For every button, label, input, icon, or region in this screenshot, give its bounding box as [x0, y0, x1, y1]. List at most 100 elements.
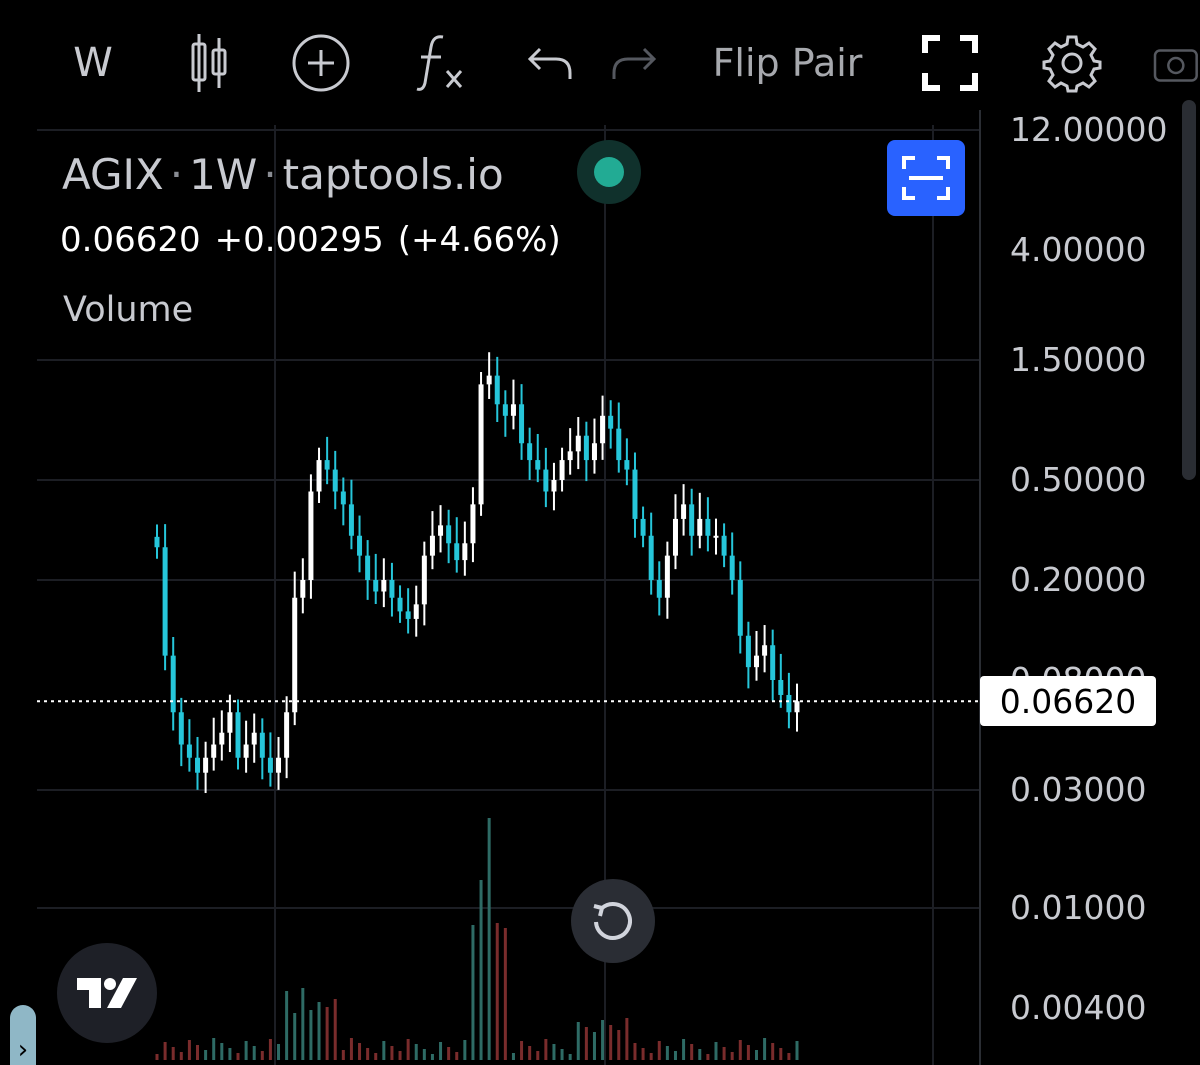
volume-bar [301, 988, 305, 1060]
volume-bar [430, 1054, 434, 1060]
candle-body [276, 757, 282, 773]
candle-body [251, 732, 257, 745]
candle-body [786, 694, 792, 713]
volume-bar [414, 1044, 418, 1060]
volume-bar [584, 1027, 588, 1060]
volume-bar [738, 1040, 742, 1060]
volume-bar [763, 1038, 767, 1060]
candle-body [729, 555, 735, 580]
candle-body [745, 635, 751, 668]
candle-body [154, 536, 160, 548]
candle-body [178, 712, 184, 745]
volume-bars [155, 818, 799, 1060]
interval-button[interactable]: W [73, 40, 113, 86]
candle-body [357, 535, 363, 556]
price-axis-label: 0.01000 [1010, 888, 1147, 927]
candle-body [478, 384, 484, 505]
volume-bar [268, 1039, 272, 1060]
volume-bar [544, 1039, 548, 1060]
volume-bar [698, 1049, 702, 1060]
volume-bar [568, 1054, 572, 1060]
candle-body [195, 757, 201, 773]
volume-bar [536, 1051, 540, 1060]
volume-study-label[interactable]: Volume [63, 290, 194, 330]
candle-body [567, 451, 573, 461]
candle-body [446, 525, 452, 544]
volume-bar [479, 880, 483, 1060]
candle-body [186, 744, 192, 758]
candle-body [243, 744, 249, 758]
candle-body [373, 580, 379, 592]
candle-body [267, 757, 273, 773]
volume-bar [495, 923, 499, 1060]
volume-bar [471, 925, 475, 1060]
price-axis-label: 4.00000 [1010, 230, 1147, 269]
volume-bar [795, 1041, 799, 1060]
volume-bar [163, 1042, 167, 1060]
volume-bar [511, 1053, 515, 1060]
volume-bar [730, 1052, 734, 1060]
redo-icon[interactable] [604, 28, 664, 98]
volume-bar [714, 1042, 718, 1060]
flip-pair-button[interactable]: Flip Pair [712, 41, 863, 85]
change-percent: (+4.66%) [397, 220, 561, 260]
candle-body [486, 375, 492, 385]
tradingview-logo[interactable] [57, 943, 157, 1043]
symbol-name[interactable]: AGIX [62, 150, 164, 199]
add-indicator-icon[interactable] [290, 28, 352, 98]
volume-bar [641, 1048, 645, 1060]
volume-bar [349, 1038, 353, 1060]
volume-bar [196, 1045, 200, 1060]
expand-panel-tab[interactable]: › [10, 1005, 36, 1065]
candle-body [713, 535, 719, 538]
volume-bar [155, 1054, 159, 1060]
price-axis-scrollbar[interactable] [1182, 100, 1196, 480]
candle-body [632, 469, 638, 519]
volume-bar [422, 1049, 426, 1060]
fullscreen-icon[interactable] [918, 28, 982, 98]
volume-bar [212, 1038, 216, 1060]
reset-icon [593, 902, 632, 940]
volume-bar [277, 1044, 281, 1060]
candle-body [348, 504, 354, 536]
settings-icon[interactable] [1040, 28, 1104, 98]
market-status-indicator [577, 140, 641, 204]
volume-bar [560, 1049, 564, 1060]
candle-body [340, 491, 346, 505]
volume-bar [633, 1043, 637, 1060]
camera-icon[interactable] [1150, 28, 1200, 98]
price-axis-label: 12.00000 [1010, 110, 1168, 149]
volume-bar [682, 1039, 686, 1060]
candle-body [462, 543, 468, 561]
volume-bar [706, 1054, 710, 1060]
volume-bar [171, 1047, 175, 1060]
candle-series [154, 352, 800, 794]
volume-bar [673, 1051, 677, 1060]
volume-bar [406, 1039, 410, 1060]
candles-icon[interactable] [178, 28, 240, 98]
volume-bar [771, 1043, 775, 1060]
price-axis-label: 0.03000 [1010, 770, 1147, 809]
candle-body [648, 535, 654, 580]
volume-bar [179, 1052, 183, 1060]
volume-bar [455, 1052, 459, 1060]
undo-icon[interactable] [520, 28, 580, 98]
candle-body [794, 701, 800, 713]
candle-body [600, 415, 606, 444]
volume-bar [333, 999, 337, 1060]
volume-bar [503, 928, 507, 1060]
candle-body [689, 504, 695, 536]
reset-chart-button[interactable] [571, 879, 655, 963]
chart-toolbar: W Flip Pair [0, 0, 1200, 125]
price-axis-label: 0.00400 [1010, 988, 1147, 1027]
candle-body [672, 518, 678, 556]
volume-bar [228, 1048, 232, 1060]
candle-body [502, 404, 508, 416]
fx-icon[interactable] [410, 28, 470, 98]
candle-body [397, 597, 403, 612]
fullscreen-chart-button[interactable] [887, 140, 965, 216]
candle-body [778, 680, 784, 695]
candle-body [591, 443, 597, 461]
candle-body [721, 535, 727, 556]
candle-body [664, 555, 670, 598]
